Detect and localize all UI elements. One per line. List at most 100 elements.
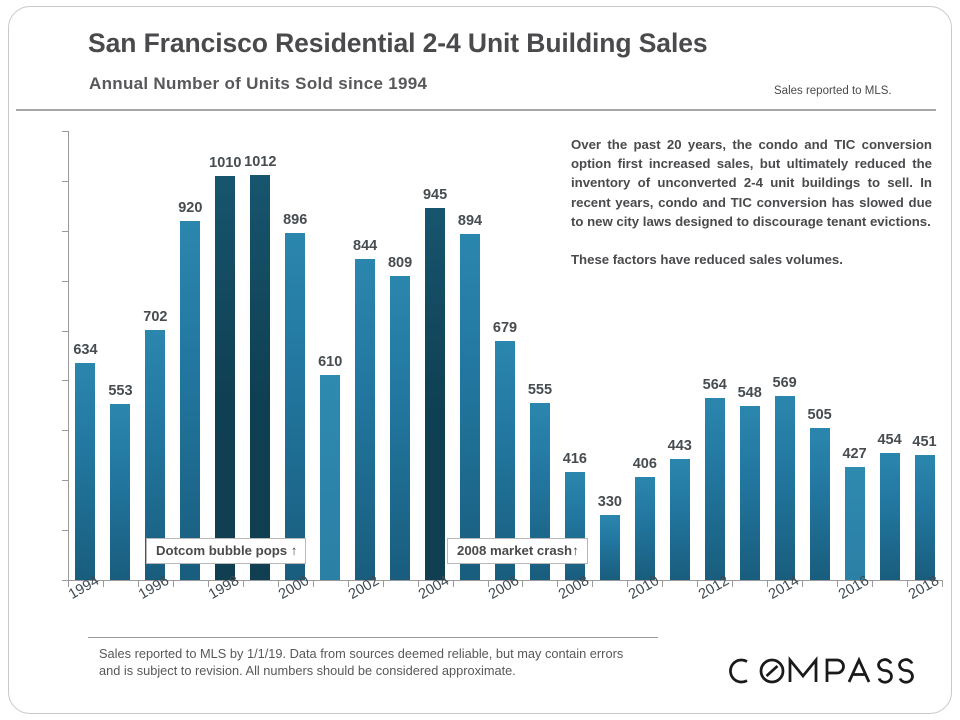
x-axis-tick-mark — [767, 580, 769, 587]
y-axis-tick-mark — [62, 280, 68, 282]
bar-slot: 427 — [837, 131, 872, 580]
x-axis-tick-mark — [347, 580, 349, 587]
page-title: San Francisco Residential 2-4 Unit Build… — [88, 28, 708, 58]
x-axis-tick-mark — [137, 580, 139, 587]
bar-slot: 679 — [488, 131, 523, 580]
bar-value-label: 920 — [178, 199, 203, 216]
bar[interactable] — [285, 232, 306, 580]
bar[interactable] — [774, 395, 795, 580]
bar[interactable] — [669, 458, 690, 580]
y-axis-tick-mark — [62, 430, 68, 432]
bar-slot: 443 — [662, 131, 697, 580]
y-axis-tick-mark — [62, 480, 68, 482]
y-axis-tick-mark — [62, 180, 68, 182]
y-axis-tick-mark — [62, 131, 68, 132]
x-axis-tick-mark — [802, 580, 804, 587]
bar-value-label: 610 — [318, 354, 343, 371]
bar-value-label: 569 — [772, 374, 797, 391]
x-axis-tick-mark — [242, 580, 244, 587]
callout-2008-crash: 2008 market crash↑ — [447, 538, 588, 564]
bar[interactable] — [250, 174, 271, 580]
x-axis-tick-mark — [277, 580, 279, 587]
header-divider — [16, 109, 936, 111]
annotation-paragraph-2: These factors have reduced sales volumes… — [571, 252, 843, 268]
annotation-paragraph-1: Over the past 20 years, the condo and TI… — [571, 137, 932, 229]
bar-slot: 454 — [872, 131, 907, 580]
bar-slot: 920 — [173, 131, 208, 580]
bar-slot: 555 — [522, 131, 557, 580]
bar-slot: 416 — [557, 131, 592, 580]
bar[interactable] — [739, 406, 760, 580]
y-axis-tick-mark — [62, 330, 68, 332]
bar[interactable] — [599, 515, 620, 580]
bar[interactable] — [879, 453, 900, 580]
bar-value-label: 406 — [632, 456, 657, 473]
x-axis-tick-mark — [697, 580, 699, 587]
bar-slot: 809 — [383, 131, 418, 580]
y-axis-tick-mark — [62, 230, 68, 232]
bar[interactable] — [145, 329, 166, 580]
x-axis-tick-mark — [592, 580, 594, 587]
y-axis-line — [68, 131, 69, 580]
x-axis-tick-mark — [522, 580, 524, 587]
bar-value-label: 416 — [562, 451, 588, 468]
x-axis-tick-mark — [417, 580, 419, 587]
bar-value-label: 555 — [527, 381, 553, 398]
bar-value-label: 427 — [842, 445, 867, 462]
bar-value-label: 945 — [422, 187, 448, 204]
bar-value-label: 894 — [457, 212, 483, 229]
bar[interactable] — [844, 466, 865, 580]
bar-slot: 1012 — [243, 131, 278, 580]
bar[interactable] — [494, 341, 515, 580]
bar-value-label: 702 — [143, 308, 168, 325]
chart-plot-area: 20030040050060070080090010001100 6345537… — [62, 131, 943, 603]
x-axis-tick-mark — [382, 580, 384, 587]
bar-slot: 894 — [453, 131, 488, 580]
callout-dotcom-bubble: Dotcom bubble pops ↑ — [146, 538, 307, 564]
x-axis-tick-mark — [557, 580, 559, 587]
bar-value-label: 1012 — [244, 153, 277, 170]
bar-series: 634 553 702 920 1010 1012 896 610 844 809 945 894 67… — [68, 131, 942, 580]
x-axis-tick-mark — [942, 580, 943, 587]
bar-value-label: 553 — [108, 382, 133, 399]
bar-slot: 505 — [802, 131, 837, 580]
bar[interactable] — [215, 175, 236, 580]
bar[interactable] — [529, 402, 550, 580]
bar-slot: 564 — [697, 131, 732, 580]
bar[interactable] — [809, 427, 830, 580]
bar[interactable] — [914, 454, 935, 580]
bar[interactable] — [634, 477, 655, 580]
bar[interactable] — [180, 220, 201, 580]
bar-slot: 553 — [103, 131, 138, 580]
bar-value-label: 454 — [877, 432, 902, 449]
bar-slot: 945 — [418, 131, 453, 580]
bar-value-label: 451 — [912, 433, 937, 450]
bar-slot: 548 — [732, 131, 767, 580]
bar[interactable] — [75, 363, 96, 580]
y-axis-tick-mark — [62, 530, 68, 532]
bar-slot: 634 — [68, 131, 103, 580]
x-axis-tick-mark — [207, 580, 209, 587]
bar-value-label: 634 — [73, 342, 98, 359]
bar[interactable] — [355, 258, 376, 580]
bar-slot: 451 — [907, 131, 942, 580]
footer-disclaimer: Sales reported to MLS by 1/1/19. Data fr… — [99, 646, 624, 678]
x-axis-tick-mark — [907, 580, 909, 587]
bar[interactable] — [704, 398, 725, 580]
x-axis-tick-mark — [487, 580, 489, 587]
bar-value-label: 548 — [737, 385, 762, 402]
x-axis-line — [68, 580, 942, 581]
bar[interactable] — [320, 375, 341, 580]
bar[interactable] — [460, 233, 481, 580]
bar-value-label: 330 — [597, 494, 622, 511]
y-axis-tick-mark — [62, 580, 68, 581]
page-subtitle: Annual Number of Units Sold since 1994 — [89, 74, 428, 93]
bar[interactable] — [425, 208, 446, 580]
bar[interactable] — [390, 276, 411, 580]
bar-slot: 896 — [278, 131, 313, 580]
bar[interactable] — [110, 403, 131, 580]
x-axis-tick-mark — [662, 580, 664, 587]
bar-value-label: 844 — [353, 237, 378, 254]
bar-value-label: 505 — [807, 406, 832, 423]
bar-value-label: 809 — [387, 255, 413, 272]
